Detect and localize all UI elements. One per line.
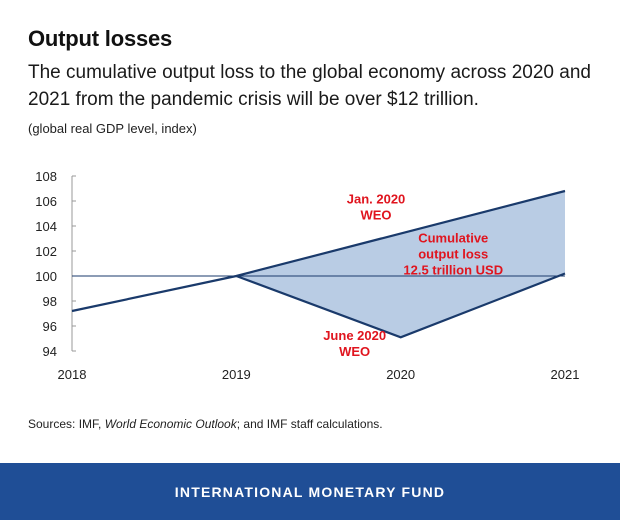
output-loss-area bbox=[236, 191, 566, 338]
y-axis-note: (global real GDP level, index) bbox=[28, 121, 197, 136]
annotation-june-2020-weo: June 2020 WEO bbox=[323, 328, 386, 359]
footer-band: INTERNATIONAL MONETARY FUND bbox=[0, 463, 620, 520]
y-tick-label: 98 bbox=[43, 294, 57, 309]
sources-publication: World Economic Outlook bbox=[104, 417, 237, 431]
series-june-2020-weo-line bbox=[235, 272, 566, 339]
y-tick-label: 102 bbox=[35, 244, 57, 259]
annotation-jan-2020-weo: Jan. 2020 WEO bbox=[347, 192, 406, 223]
chart-subtitle: The cumulative output loss to the global… bbox=[28, 62, 591, 110]
sources-prefix: Sources: IMF, bbox=[28, 417, 105, 431]
y-tick-label: 108 bbox=[35, 169, 57, 184]
annotation-line: Cumulative bbox=[418, 230, 488, 245]
y-tick-label: 94 bbox=[43, 344, 57, 359]
sources-note: Sources: IMF, World Economic Outlook; an… bbox=[28, 417, 383, 431]
x-tick-label: 2018 bbox=[58, 367, 87, 382]
x-tick-label: 2021 bbox=[551, 367, 580, 382]
sources-suffix: ; and IMF staff calculations. bbox=[236, 417, 383, 431]
annotation-line: Jan. 2020 bbox=[347, 192, 406, 207]
y-tick-label: 100 bbox=[35, 269, 57, 284]
annotation-cumulative-loss: Cumulative output loss 12.5 trillion USD bbox=[403, 230, 503, 277]
annotation-line: WEO bbox=[360, 208, 391, 223]
chart-title: Output losses bbox=[28, 26, 173, 51]
annotation-line: output loss bbox=[418, 246, 488, 261]
footer-org-name: INTERNATIONAL MONETARY FUND bbox=[174, 483, 446, 500]
y-tick-label: 104 bbox=[35, 219, 57, 234]
y-tick-label: 96 bbox=[43, 319, 57, 334]
x-tick-label: 2020 bbox=[386, 367, 415, 382]
annotation-line: WEO bbox=[339, 344, 370, 359]
annotation-line: June 2020 bbox=[323, 328, 386, 343]
y-tick-label: 106 bbox=[35, 194, 57, 209]
line-chart: 94 96 98 100 102 104 106 108 2018 2019 2020 2021 Jan… bbox=[35, 169, 580, 382]
annotation-line: 12.5 trillion USD bbox=[403, 262, 503, 277]
x-tick-label: 2019 bbox=[222, 367, 251, 382]
